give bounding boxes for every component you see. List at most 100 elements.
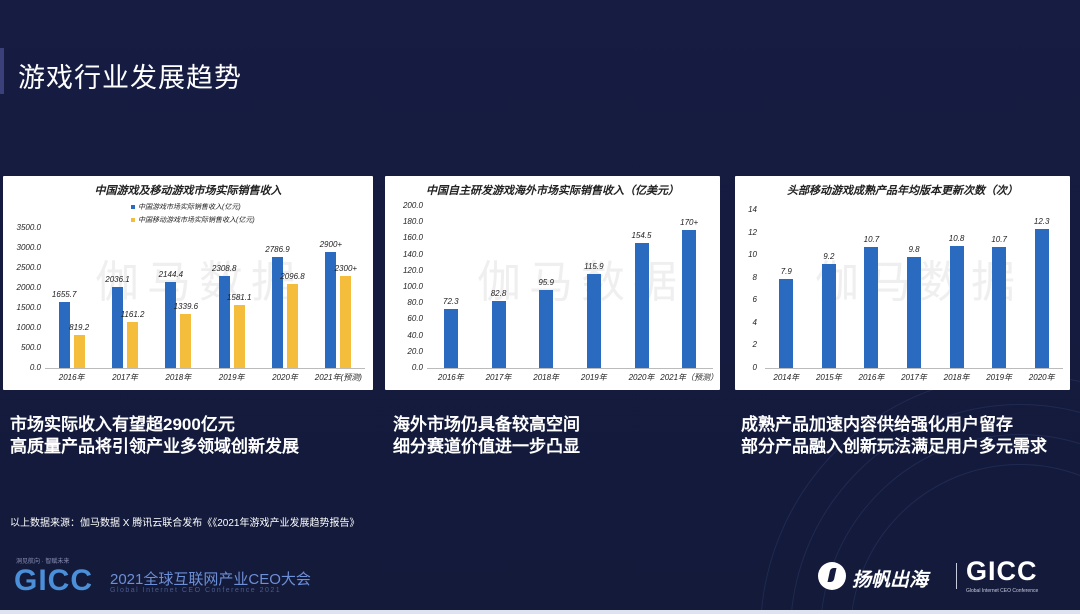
bar-value-label: 2300+ [334,264,358,273]
x-axis-tick: 2020年 [272,373,298,382]
bar-value-label: 2786.9 [265,244,290,254]
x-axis-tick: 2018年 [943,373,970,382]
y-axis-tick: 140.0 [402,249,423,259]
x-axis-tick: 2016年 [58,373,85,382]
legend-swatch [131,218,135,222]
bar-value-label: 2900+ [319,240,343,249]
bar [127,321,138,368]
bar-value-label: 10.7 [991,235,1007,245]
title-accent-bar [0,48,4,94]
y-axis-tick: 100.0 [402,282,423,291]
chart-title: 头部移动游戏成熟产品年均版本更新次数（次） [787,185,1018,197]
bar-value-label: 1161.2 [120,309,145,319]
chart-version-updates: 头部移动游戏成熟产品年均版本更新次数（次）伽马数据024681012147.99… [735,176,1070,390]
bar-value-label: 2096.8 [280,272,305,282]
y-axis-tick: 0.0 [29,363,41,372]
bar [233,304,245,368]
chart-overseas-revenue: 中国自主研发游戏海外市场实际销售收入（亿美元） 伽马数据 0.0 20.0 40.0 60… [385,176,720,390]
bar-value-label: 95.9 [538,278,554,288]
bar [949,246,964,368]
partner-name: 扬帆出海 [852,570,929,591]
chart-title: 中国游戏及移动游戏市场实际销售收入 [94,185,282,197]
x-axis-line [765,368,1063,369]
x-axis-tick: 2020年 [628,373,655,382]
x-axis-tick: 2017年 [112,373,138,382]
x-axis-tick: 2019年 [218,373,245,382]
y-axis-tick: 8 [752,272,757,282]
y-axis-tick: 0 [752,363,757,372]
bar-value-label: 9.2 [823,252,835,262]
legend-swatch [131,205,135,209]
bar-value-label: 82.8 [490,288,507,298]
bar [864,247,879,368]
legend-label: 中国游戏市场实际销售收入(亿元) [138,204,241,211]
y-axis-tick: 4 [752,317,757,327]
bar [180,314,192,368]
caption-1-line2: 高质量产品将引领产业多领域创新发展 [10,437,299,456]
bar [165,282,177,368]
bar [73,335,85,368]
y-axis-tick: 120.0 [402,265,423,275]
bar [992,247,1007,368]
watermark: 伽马数据 [477,258,685,307]
y-axis-tick: 0.0 [411,363,423,372]
x-axis-tick: 2021年（预测） [660,373,719,382]
watermark: 伽马数据 [95,258,303,307]
bar [218,275,230,368]
y-axis-tick: 500.0 [20,343,41,352]
y-axis-tick: 160.0 [402,233,423,243]
y-axis-tick: 40.0 [407,330,423,340]
bar [272,256,283,368]
y-axis-tick: 2000.0 [16,283,41,292]
bar-value-label: 1581.1 [226,292,252,302]
chart-china-game-revenue: 中国游戏及移动游戏市场实际销售收入 伽马数据 0.0 500.0 1000.0 1500.… [3,176,373,390]
y-axis-tick: 60.0 [407,314,423,324]
bar [586,274,601,368]
y-axis-tick: 1500.0 [16,303,41,312]
x-axis-tick: 2019年 [580,373,607,382]
data-source-note: 以上数据来源：伽马数据 X 腾讯云联合发布《《2021年游戏产业发展趋势报告》 [10,518,360,529]
footer-divider [956,563,957,589]
page-title: 游戏行业发展趋势 [18,63,242,93]
x-axis-tick: 2018年 [533,373,560,382]
caption-2: 海外市场仍具备较高空间 细分赛道价值进一步凸显 [393,414,580,458]
bar [340,276,352,368]
bar-value-label: 2144.4 [158,270,184,280]
y-axis-tick: 14 [748,205,757,214]
gicc-conference-name-en: Global Internet CEO Conference 2021 [110,587,282,594]
bar [1034,229,1049,368]
bar [821,264,836,368]
bar-value-label: 10.8 [948,234,965,244]
y-axis-tick: 2 [752,340,757,350]
bar-value-label: 2308.8 [211,263,237,273]
bar-value-label: 7.9 [780,266,792,276]
bar-value-label: 72.3 [443,297,459,307]
caption-2-line2: 细分赛道价值进一步凸显 [393,437,580,456]
bar-value-label: 819.2 [69,323,90,333]
y-axis-tick: 3500.0 [16,223,41,232]
bar-value-label: 10.7 [863,235,880,245]
legend-item: 中国移动游戏市场实际销售收入(亿元) [131,215,255,225]
x-axis-tick: 2021年(预测) [314,373,362,382]
bar [58,301,70,368]
caption-3-line1: 成熟产品加速内容供给强化用户留存 [741,415,1013,434]
bar-value-label: 9.8 [908,245,920,255]
bar [634,242,649,368]
caption-3: 成熟产品加速内容供给强化用户留存 部分产品融入创新玩法满足用户多元需求 [741,414,1047,458]
bar [779,278,794,368]
y-axis-tick: 20.0 [407,346,423,356]
chart-title: 中国自主研发游戏海外市场实际销售收入（亿美元） [426,185,679,197]
bar [112,286,123,368]
y-axis-tick: 3000.0 [16,243,41,252]
y-axis-tick: 12 [748,227,757,237]
bottom-strip [0,610,1080,614]
gicc-logo: GICC [14,564,93,597]
gicc-conference-name: 2021全球互联网产业CEO大会 [110,571,311,588]
bar-value-label: 154.5 [631,230,652,240]
x-axis-tick: 2017年 [901,373,927,382]
x-axis-tick: 2020年 [1028,373,1055,382]
bar-value-label: 170+ [680,218,699,228]
bar [907,257,921,368]
bar-value-label: 1339.6 [173,302,199,312]
bar [443,309,458,368]
